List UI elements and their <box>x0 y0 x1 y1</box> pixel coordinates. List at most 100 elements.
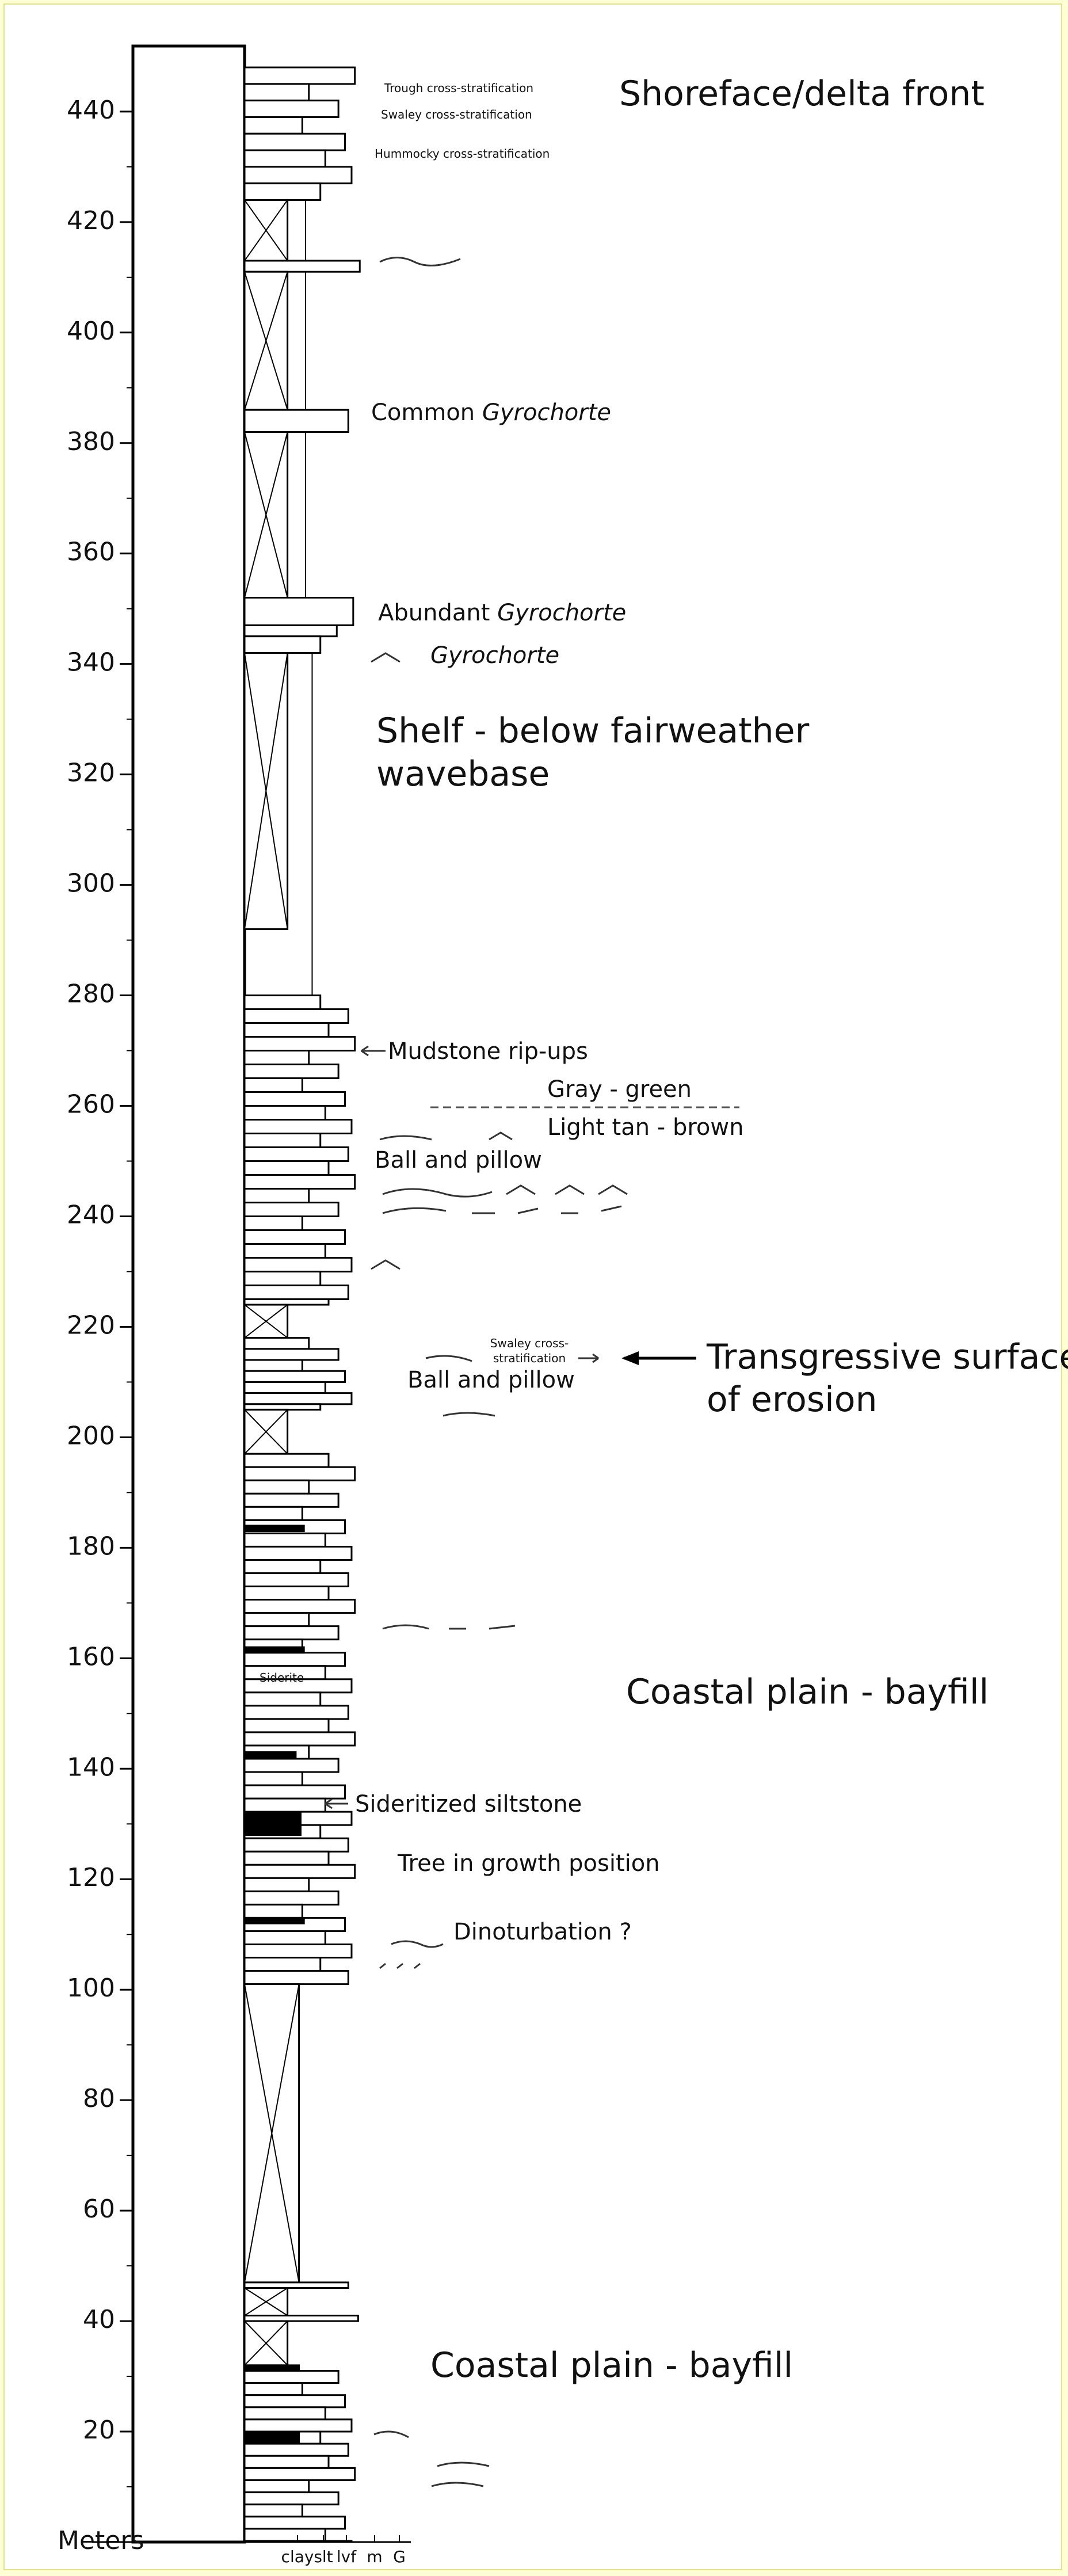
bed <box>245 2371 338 2383</box>
annotation-text: Abundant <box>378 600 490 626</box>
tick-label: 200 <box>67 1421 115 1450</box>
tick-label: 320 <box>67 759 115 788</box>
bed <box>245 1533 325 1546</box>
annotation: Tree in growth position <box>397 1850 660 1877</box>
bed <box>245 2395 345 2407</box>
bed <box>245 1838 348 1851</box>
grain-label: lvf <box>337 2547 357 2566</box>
bed <box>245 1285 348 1299</box>
bed <box>245 184 321 200</box>
coal-bed <box>245 1752 296 1758</box>
tick-label: 300 <box>67 869 115 898</box>
surface-label: of erosion <box>707 1380 878 1420</box>
annotation: Light tan - brown <box>547 1114 743 1141</box>
bed <box>245 1454 329 1467</box>
bed <box>245 1772 302 1785</box>
bed <box>245 1175 355 1188</box>
annotation: Ball and pillow <box>375 1147 542 1173</box>
bed <box>245 1371 345 1382</box>
bed <box>245 1587 329 1600</box>
bed <box>245 2529 325 2541</box>
bed <box>245 1349 338 1360</box>
annotation: Gray - green <box>547 1076 692 1103</box>
bed <box>245 1216 302 1230</box>
bed <box>245 1360 302 1371</box>
bed <box>245 2444 348 2456</box>
bed <box>245 625 337 636</box>
bed <box>245 150 325 167</box>
coal-bed <box>245 1526 304 1531</box>
tick-label: 20 <box>83 2415 115 2445</box>
tick-label: 140 <box>67 1752 115 1782</box>
annotation: Common Gyrochorte <box>371 399 611 426</box>
bed <box>245 2383 302 2395</box>
annotation: Gyrochorte <box>430 642 559 669</box>
axis-label: Meters <box>58 2526 144 2555</box>
tick-label: 220 <box>67 1310 115 1340</box>
bed <box>245 1393 352 1404</box>
bed <box>245 67 355 84</box>
tick-label: 260 <box>67 1090 115 1119</box>
bed <box>245 134 345 150</box>
grain-label: G <box>393 2547 406 2566</box>
bed <box>245 1626 338 1640</box>
bed <box>245 1120 352 1134</box>
tick-label: 120 <box>67 1863 115 1892</box>
facies-label: Coastal plain - bayfill <box>430 2345 793 2386</box>
bed <box>245 1148 348 1161</box>
bed <box>245 1480 309 1493</box>
tick-label: 380 <box>67 427 115 456</box>
coal-bed <box>245 1813 300 1835</box>
bed <box>245 2407 325 2419</box>
coal-bed <box>245 1918 304 1923</box>
annotation: Hummocky cross-stratification <box>375 147 550 161</box>
bed <box>245 2517 345 2529</box>
annotation-text: Common <box>371 399 475 426</box>
annotation-italic: Gyrochorte <box>497 600 626 626</box>
bed <box>245 117 302 134</box>
bed <box>245 1188 309 1202</box>
bed <box>245 1971 348 1984</box>
bed <box>245 1009 348 1023</box>
annotation: Trough cross-stratification <box>384 81 533 95</box>
bed <box>245 1759 338 1772</box>
bed <box>245 1653 345 1666</box>
tick-label: 340 <box>67 648 115 677</box>
tick-label: 400 <box>67 317 115 346</box>
bed <box>245 410 348 432</box>
bed <box>245 1931 325 1944</box>
bed <box>245 637 321 653</box>
coal-bed <box>245 1647 304 1653</box>
tick-label: 40 <box>83 2305 115 2334</box>
bed <box>245 1719 329 1732</box>
surface-label: Transgressive surface <box>706 1337 1068 1377</box>
bed <box>245 2419 352 2432</box>
annotation: Mudstone rip-ups <box>388 1038 588 1065</box>
bed <box>245 1079 302 1092</box>
bed <box>245 1493 338 1507</box>
tick-label: 280 <box>67 980 115 1009</box>
facies-label: wavebase <box>376 754 550 794</box>
bed <box>245 1851 329 1865</box>
bed <box>245 1065 338 1079</box>
bed <box>245 1944 352 1957</box>
bed <box>245 1785 345 1798</box>
tick-label: 160 <box>67 1642 115 1671</box>
coal-bed <box>245 2432 299 2442</box>
stratigraphic-column: 2040608010012014016018020022024026028030… <box>0 0 1068 2576</box>
bed <box>245 1161 329 1175</box>
bed <box>245 1230 345 1244</box>
bed <box>245 2493 338 2505</box>
tick-label: 60 <box>83 2194 115 2224</box>
bed <box>245 1244 325 1257</box>
arrow-head <box>621 1351 639 1365</box>
grain-label: clay <box>281 2547 314 2566</box>
bed <box>245 1693 321 1706</box>
bed <box>245 1134 321 1148</box>
annotation: Ball and pillow <box>407 1367 575 1393</box>
bed <box>245 1023 329 1037</box>
bed <box>245 1560 321 1573</box>
annotation: stratification <box>493 1351 566 1365</box>
bed <box>245 167 352 184</box>
grain-label: slt <box>314 2547 333 2566</box>
